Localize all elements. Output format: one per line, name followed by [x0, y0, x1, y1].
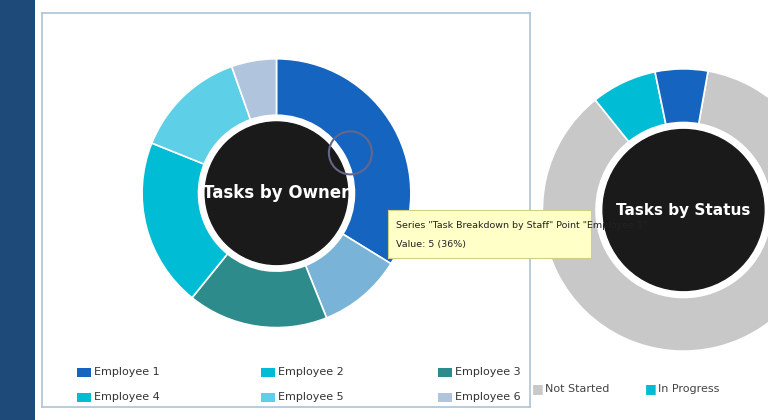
Text: Employee 2: Employee 2: [278, 367, 344, 377]
Wedge shape: [542, 71, 768, 351]
Text: Value: 5 (36%): Value: 5 (36%): [396, 240, 466, 249]
Wedge shape: [306, 234, 391, 318]
Text: Tasks by Status: Tasks by Status: [617, 202, 750, 218]
Text: Employee 3: Employee 3: [455, 367, 520, 377]
Wedge shape: [192, 254, 326, 328]
Text: Employee 1: Employee 1: [94, 367, 159, 377]
Text: Employee 6: Employee 6: [455, 392, 520, 402]
Text: Tasks by Owner: Tasks by Owner: [204, 184, 349, 202]
Wedge shape: [142, 143, 227, 298]
Wedge shape: [595, 72, 666, 142]
Text: Not Started: Not Started: [545, 383, 610, 394]
Wedge shape: [276, 59, 411, 264]
Wedge shape: [232, 59, 276, 120]
Text: In Progress: In Progress: [658, 383, 720, 394]
Circle shape: [603, 129, 764, 291]
Text: ■: ■: [532, 382, 544, 395]
Wedge shape: [152, 66, 250, 164]
Text: Employee 5: Employee 5: [278, 392, 343, 402]
Text: Series "Task Breakdown by Staff" Point "Employee 1": Series "Task Breakdown by Staff" Point "…: [396, 221, 647, 230]
Text: Employee 4: Employee 4: [94, 392, 160, 402]
Circle shape: [205, 122, 348, 265]
Text: ■: ■: [645, 382, 657, 395]
Wedge shape: [655, 69, 708, 124]
